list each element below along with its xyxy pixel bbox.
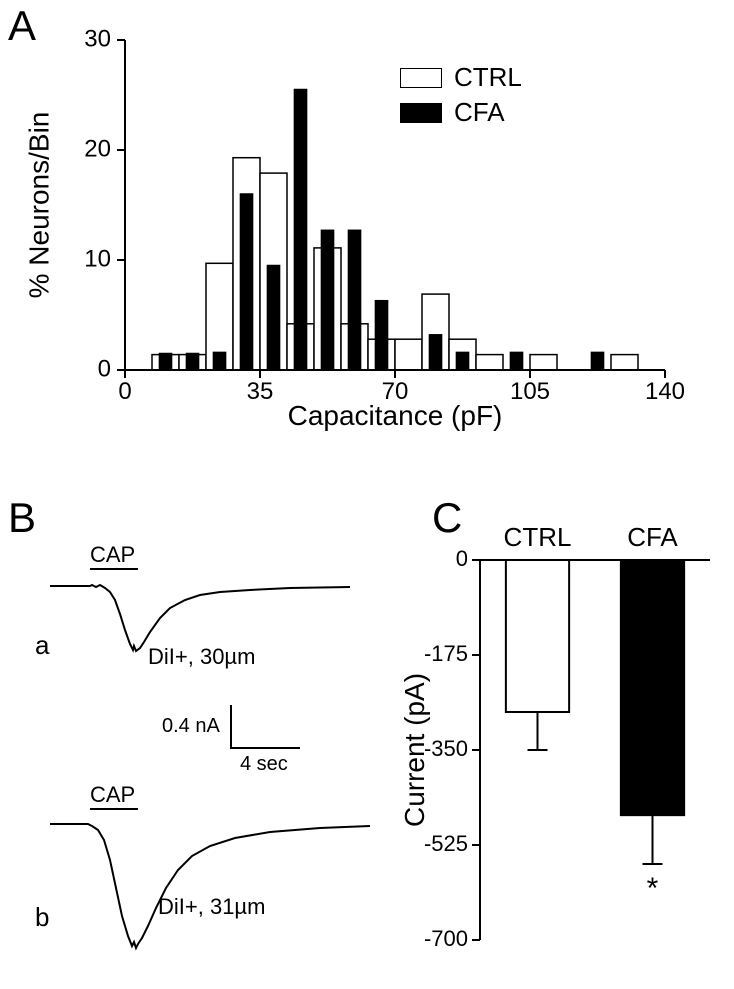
svg-text:*: *	[647, 872, 659, 905]
svg-text:-350: -350	[424, 736, 468, 761]
svg-text:0: 0	[98, 355, 111, 382]
hist-bar-cfa	[348, 230, 360, 370]
legend-label-cfa: CFA	[454, 97, 505, 128]
svg-text:-525: -525	[424, 831, 468, 856]
hist-bar-cfa	[159, 354, 171, 371]
legend-swatch-cfa	[400, 103, 442, 123]
legend-label-ctrl: CTRL	[454, 62, 522, 93]
hist-bar-cfa	[456, 352, 468, 370]
trace-b-svg	[50, 808, 370, 968]
legend-row-ctrl: CTRL	[400, 62, 522, 93]
svg-text:30: 30	[84, 25, 111, 52]
hist-bar-ctrl	[611, 355, 638, 370]
trace-b-stim-label: CAP	[90, 782, 135, 808]
legend-swatch-ctrl	[400, 68, 442, 88]
panel-a-svg: 010203003570105140	[125, 40, 665, 370]
trace-b-annotation: DiI+, 31µm	[158, 894, 265, 920]
hist-bar-cfa	[429, 335, 441, 370]
svg-text:CFA: CFA	[627, 522, 678, 552]
panel-a-ylabel-text: % Neurons/Bin	[23, 112, 55, 299]
svg-text:-175: -175	[424, 641, 468, 666]
panel-c-bar	[506, 560, 569, 712]
hist-bar-cfa	[375, 301, 387, 370]
hist-bar-ctrl	[530, 355, 557, 370]
scale-v-bar	[230, 705, 232, 749]
trace-b-letter: b	[35, 902, 49, 933]
panel-b-label: B	[8, 494, 36, 542]
hist-bar-ctrl	[476, 355, 503, 370]
hist-bar-cfa	[510, 352, 522, 370]
svg-text:CTRL: CTRL	[504, 522, 572, 552]
panel-c-barchart: C Current (pA) CTRLCFA*0-175-350-525-700	[380, 500, 734, 970]
trace-a-path	[50, 585, 350, 651]
panel-c-svg: CTRLCFA*0-175-350-525-700	[480, 560, 710, 970]
svg-text:10: 10	[84, 245, 111, 272]
panel-a-plot-area: 010203003570105140	[125, 40, 665, 370]
hist-bar-cfa	[267, 266, 279, 371]
hist-bar-cfa	[591, 352, 603, 370]
scale-x-label: 4 sec	[240, 753, 288, 776]
panel-c-bar	[621, 560, 684, 815]
scale-h-bar	[230, 747, 300, 749]
panel-b-traces: B CAP a DiI+, 30µm 0.4 nA 4 sec CAP b Di…	[0, 500, 380, 970]
svg-text:0: 0	[456, 546, 468, 571]
hist-bar-cfa	[321, 230, 333, 370]
panel-a-xlabel: Capacitance (pF)	[125, 400, 665, 432]
trace-a-stim-label: CAP	[90, 542, 135, 568]
hist-bar-cfa	[240, 194, 252, 370]
scale-y-label: 0.4 nA	[162, 715, 220, 738]
hist-bar-cfa	[294, 90, 306, 371]
scale-bars: 0.4 nA 4 sec	[180, 705, 320, 775]
hist-bar-ctrl	[395, 339, 422, 370]
hist-bar-cfa	[213, 352, 225, 370]
panel-c-plot-area: CTRLCFA*0-175-350-525-700	[480, 560, 710, 940]
hist-bar-cfa	[186, 354, 198, 371]
legend-row-cfa: CFA	[400, 97, 522, 128]
svg-text:-700: -700	[424, 926, 468, 951]
trace-a-annotation: DiI+, 30µm	[148, 644, 255, 670]
trace-b-path	[50, 824, 370, 948]
panel-a-ylabel: % Neurons/Bin	[24, 40, 54, 370]
svg-text:20: 20	[84, 135, 111, 162]
panel-c-label: C	[432, 494, 462, 542]
trace-a-letter: a	[35, 630, 49, 661]
panel-a-legend: CTRL CFA	[400, 62, 522, 132]
